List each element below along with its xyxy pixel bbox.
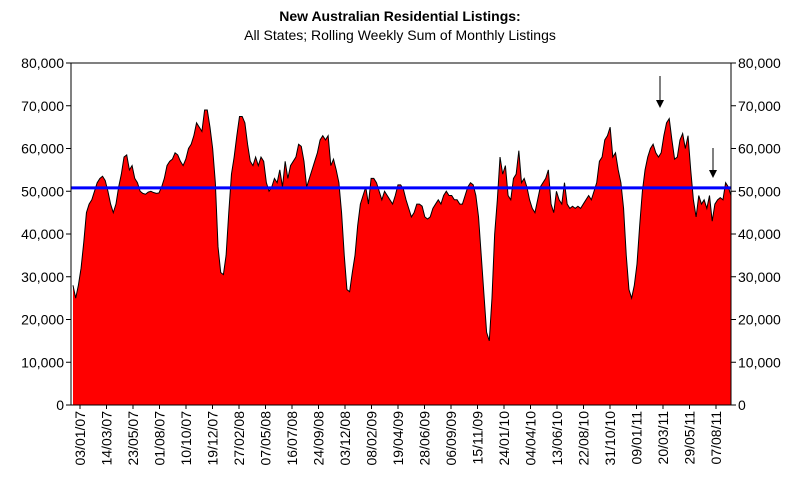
- y-tick-label-left: 30,000: [21, 269, 64, 285]
- x-tick-label: 24/01/10: [496, 411, 512, 466]
- y-tick-label-right: 60,000: [738, 141, 781, 157]
- x-tick-label: 03/01/07: [72, 411, 88, 466]
- x-tick-label: 31/10/10: [602, 411, 618, 466]
- y-tick-label-left: 20,000: [21, 312, 64, 328]
- y-tick-label-left: 70,000: [21, 98, 64, 114]
- x-tick-label: 03/12/08: [337, 411, 353, 466]
- x-tick-label: 04/04/10: [523, 411, 539, 466]
- y-axis-left: 0 10,000 20,000 30,000 40,000 50,000 60,000 70,…: [21, 55, 71, 413]
- y-axis-right: 0 10,000 20,000 30,000 40,000 50,000 60,000 70,…: [731, 55, 781, 413]
- x-tick-label: 19/04/09: [390, 411, 406, 466]
- chart-title: New Australian Residential Listings:: [279, 8, 520, 24]
- y-tick-label-right: 40,000: [738, 226, 781, 242]
- y-tick-label-right: 20,000: [738, 312, 781, 328]
- x-tick-label: 24/09/08: [311, 411, 327, 466]
- x-tick-label: 19/12/07: [205, 411, 221, 466]
- y-tick-label-right: 10,000: [738, 354, 781, 370]
- x-tick-label: 22/08/10: [576, 411, 592, 466]
- x-tick-label: 14/03/07: [99, 411, 115, 466]
- y-tick-label-left: 40,000: [21, 226, 64, 242]
- x-tick-label: 07/05/08: [258, 411, 274, 466]
- x-tick-label: 13/06/10: [549, 411, 565, 466]
- x-tick-label: 09/01/11: [629, 411, 645, 465]
- listings-area: [73, 110, 731, 406]
- x-tick-label: 28/06/09: [417, 411, 433, 466]
- arrow-head: [709, 170, 717, 178]
- y-tick-label-left: 80,000: [21, 55, 64, 71]
- y-tick-label-left: 10,000: [21, 354, 64, 370]
- y-tick-label-left: 50,000: [21, 183, 64, 199]
- y-tick-label-right: 30,000: [738, 269, 781, 285]
- x-tick-label: 27/02/08: [231, 411, 247, 466]
- area-layer: [72, 109, 732, 406]
- x-tick-label: 20/03/11: [655, 411, 671, 465]
- x-axis: 03/01/07 14/03/07 23/05/07 01/08/07 10/10/07…: [72, 405, 724, 466]
- annotation-arrows: [656, 76, 717, 178]
- y-tick-label-left: 60,000: [21, 141, 64, 157]
- x-tick-label: 07/08/11: [708, 411, 724, 465]
- chart-subtitle: All States; Rolling Weekly Sum of Monthl…: [244, 27, 556, 43]
- x-tick-label: 10/10/07: [178, 411, 194, 466]
- x-tick-label: 29/05/11: [682, 411, 698, 465]
- y-tick-label-right: 50,000: [738, 183, 781, 199]
- y-tick-label-left: 0: [56, 397, 64, 413]
- x-tick-label: 08/02/09: [364, 411, 380, 466]
- x-tick-label: 23/05/07: [125, 411, 141, 466]
- x-tick-label: 15/11/09: [470, 411, 486, 465]
- y-tick-label-right: 80,000: [738, 55, 781, 71]
- y-tick-label-right: 0: [738, 397, 746, 413]
- arrow-head: [656, 100, 664, 108]
- x-tick-label: 01/08/07: [152, 411, 168, 466]
- y-tick-label-right: 70,000: [738, 98, 781, 114]
- x-tick-label: 06/09/09: [443, 411, 459, 466]
- x-tick-label: 16/07/08: [284, 411, 300, 466]
